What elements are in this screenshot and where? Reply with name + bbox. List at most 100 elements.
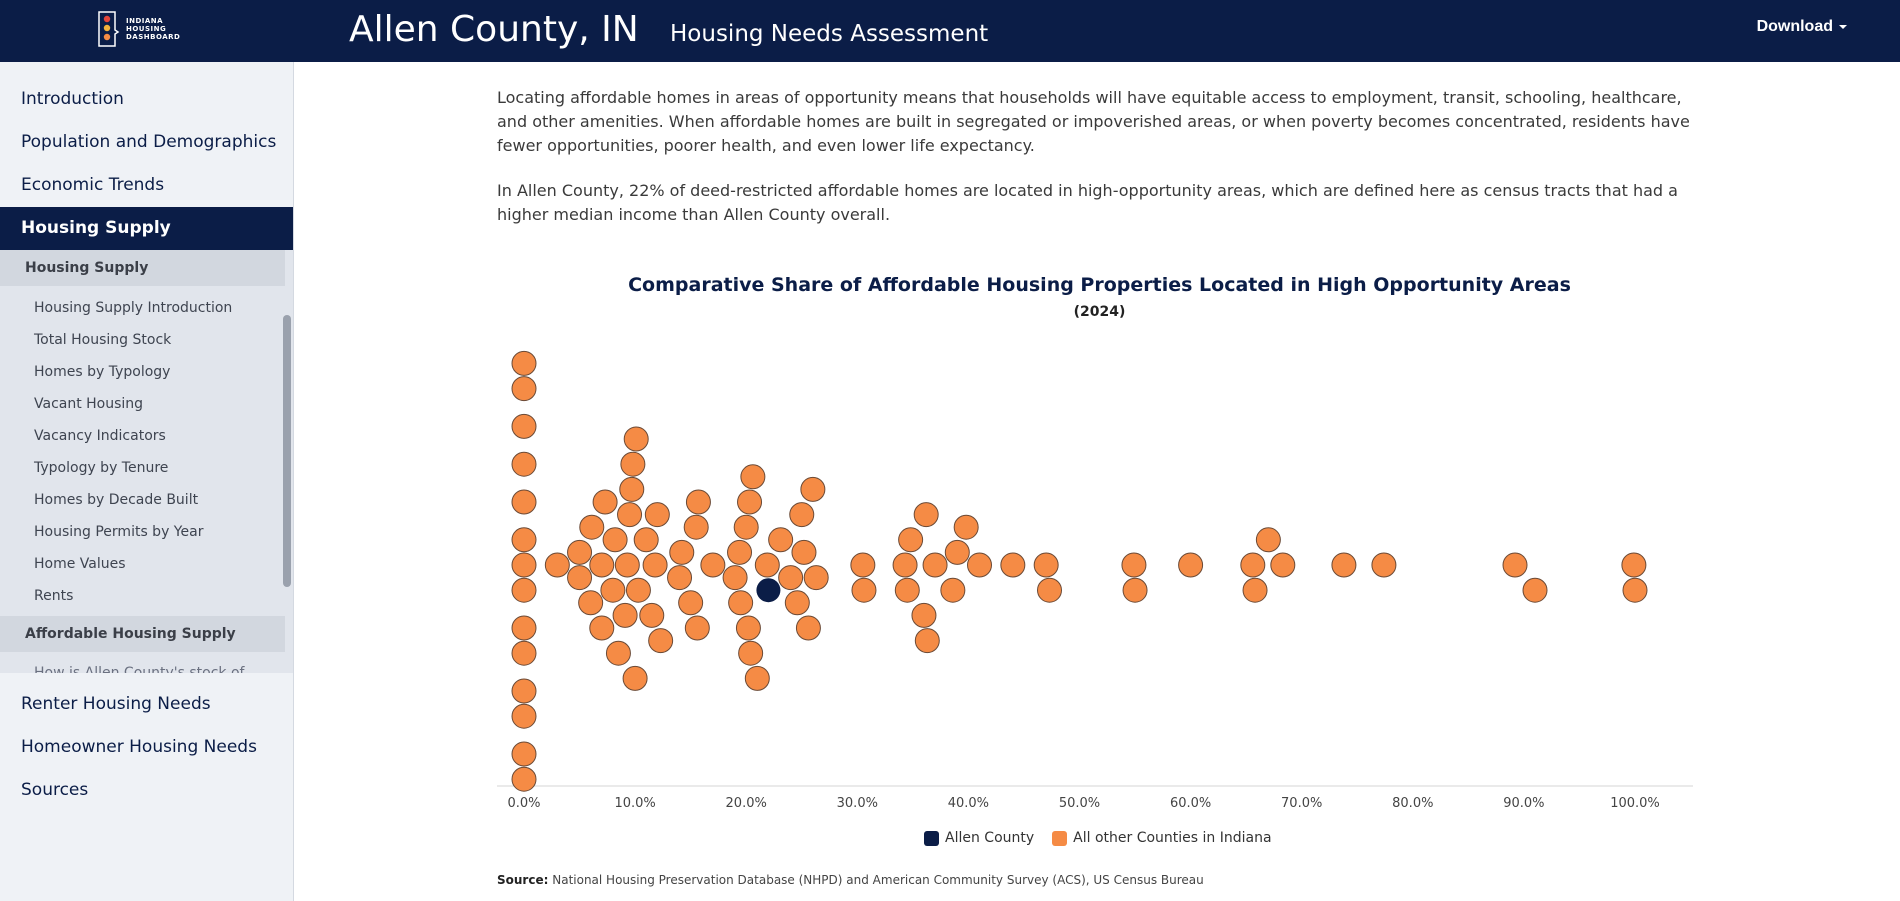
point-other-county[interactable] bbox=[727, 539, 753, 565]
point-other-county[interactable] bbox=[892, 552, 918, 578]
point-allen-county[interactable] bbox=[756, 578, 781, 603]
point-other-county[interactable] bbox=[511, 552, 537, 578]
subnav-item-homes-by-decade-built[interactable]: Homes by Decade Built bbox=[34, 492, 199, 508]
point-other-county[interactable] bbox=[511, 678, 537, 704]
point-other-county[interactable] bbox=[722, 565, 748, 591]
point-other-county[interactable] bbox=[1240, 552, 1266, 578]
point-other-county[interactable] bbox=[605, 640, 631, 666]
point-other-county[interactable] bbox=[544, 552, 570, 578]
point-other-county[interactable] bbox=[914, 628, 940, 654]
point-other-county[interactable] bbox=[619, 476, 645, 502]
point-other-county[interactable] bbox=[617, 502, 643, 528]
point-other-county[interactable] bbox=[1522, 577, 1548, 603]
point-other-county[interactable] bbox=[644, 502, 670, 528]
point-other-county[interactable] bbox=[600, 577, 626, 603]
point-other-county[interactable] bbox=[567, 565, 593, 591]
point-other-county[interactable] bbox=[589, 615, 615, 641]
point-other-county[interactable] bbox=[592, 489, 618, 515]
point-other-county[interactable] bbox=[622, 665, 648, 691]
point-other-county[interactable] bbox=[1622, 577, 1648, 603]
point-other-county[interactable] bbox=[768, 527, 794, 553]
point-other-county[interactable] bbox=[700, 552, 726, 578]
point-other-county[interactable] bbox=[1331, 552, 1357, 578]
point-other-county[interactable] bbox=[685, 489, 711, 515]
subnav-item-housing-supply-introduction[interactable]: Housing Supply Introduction bbox=[34, 300, 233, 316]
point-other-county[interactable] bbox=[684, 615, 710, 641]
point-other-county[interactable] bbox=[1502, 552, 1528, 578]
subnav-item-vacancy-indicators[interactable]: Vacancy Indicators bbox=[34, 428, 166, 444]
point-other-county[interactable] bbox=[940, 577, 966, 603]
point-other-county[interactable] bbox=[1255, 527, 1281, 553]
point-other-county[interactable] bbox=[728, 590, 754, 616]
subnav-item-home-values[interactable]: Home Values bbox=[34, 556, 126, 572]
point-other-county[interactable] bbox=[1270, 552, 1296, 578]
subnav-item-rents[interactable]: Rents bbox=[34, 588, 74, 604]
point-other-county[interactable] bbox=[567, 539, 593, 565]
sidebar-item-population-demographics[interactable]: Population and Demographics bbox=[21, 132, 277, 152]
point-other-county[interactable] bbox=[614, 552, 640, 578]
point-other-county[interactable] bbox=[850, 552, 876, 578]
point-other-county[interactable] bbox=[778, 565, 804, 591]
point-other-county[interactable] bbox=[967, 552, 993, 578]
point-other-county[interactable] bbox=[511, 413, 537, 439]
point-other-county[interactable] bbox=[511, 640, 537, 666]
point-other-county[interactable] bbox=[744, 665, 770, 691]
point-other-county[interactable] bbox=[633, 527, 659, 553]
point-other-county[interactable] bbox=[1033, 552, 1059, 578]
point-other-county[interactable] bbox=[733, 514, 759, 540]
point-other-county[interactable] bbox=[683, 514, 709, 540]
download-menu-button[interactable]: Download bbox=[1757, 18, 1847, 36]
point-other-county[interactable] bbox=[642, 552, 668, 578]
point-other-county[interactable] bbox=[791, 539, 817, 565]
point-other-county[interactable] bbox=[639, 602, 665, 628]
point-other-county[interactable] bbox=[511, 489, 537, 515]
sidebar-item-introduction[interactable]: Introduction bbox=[21, 89, 124, 109]
point-other-county[interactable] bbox=[511, 615, 537, 641]
point-other-county[interactable] bbox=[800, 476, 826, 502]
point-other-county[interactable] bbox=[851, 577, 877, 603]
sidebar-item-homeowner-housing-needs[interactable]: Homeowner Housing Needs bbox=[21, 737, 257, 757]
point-other-county[interactable] bbox=[754, 552, 780, 578]
point-other-county[interactable] bbox=[625, 577, 651, 603]
point-other-county[interactable] bbox=[735, 615, 761, 641]
subnav-scrollbar[interactable] bbox=[283, 315, 291, 587]
subnav-item-vacant-housing[interactable]: Vacant Housing bbox=[34, 396, 144, 412]
subnav-item-total-housing-stock[interactable]: Total Housing Stock bbox=[34, 332, 172, 348]
point-other-county[interactable] bbox=[1621, 552, 1647, 578]
point-other-county[interactable] bbox=[511, 376, 537, 402]
point-other-county[interactable] bbox=[648, 628, 674, 654]
subnav-item-typology-by-tenure[interactable]: Typology by Tenure bbox=[34, 460, 169, 476]
point-other-county[interactable] bbox=[898, 527, 924, 553]
point-other-county[interactable] bbox=[623, 426, 649, 452]
point-other-county[interactable] bbox=[740, 464, 766, 490]
sidebar-item-economic-trends[interactable]: Economic Trends bbox=[21, 175, 165, 195]
dashboard-logo[interactable]: INDIANA HOUSING DASHBOARD bbox=[96, 8, 206, 50]
sidebar-item-renter-housing-needs[interactable]: Renter Housing Needs bbox=[21, 694, 211, 714]
point-other-county[interactable] bbox=[511, 766, 537, 792]
point-other-county[interactable] bbox=[789, 502, 815, 528]
point-other-county[interactable] bbox=[579, 514, 605, 540]
subnav-item-housing-permits-by-year[interactable]: Housing Permits by Year bbox=[34, 524, 204, 540]
point-other-county[interactable] bbox=[511, 703, 537, 729]
point-other-county[interactable] bbox=[784, 590, 810, 616]
sidebar-item-sources[interactable]: Sources bbox=[21, 780, 89, 800]
point-other-county[interactable] bbox=[1121, 552, 1147, 578]
point-other-county[interactable] bbox=[911, 602, 937, 628]
point-other-county[interactable] bbox=[678, 590, 704, 616]
sidebar-item-housing-supply[interactable]: Housing Supply bbox=[0, 207, 293, 250]
subnav-item-affordable-stock[interactable]: How is Allen County's stock of bbox=[34, 665, 245, 673]
point-other-county[interactable] bbox=[1000, 552, 1026, 578]
point-other-county[interactable] bbox=[795, 615, 821, 641]
point-other-county[interactable] bbox=[511, 451, 537, 477]
point-other-county[interactable] bbox=[1242, 577, 1268, 603]
subnav-item-homes-by-typology[interactable]: Homes by Typology bbox=[34, 364, 171, 380]
point-other-county[interactable] bbox=[738, 640, 764, 666]
point-other-county[interactable] bbox=[1178, 552, 1204, 578]
point-other-county[interactable] bbox=[1371, 552, 1397, 578]
legend-entry-allen-county[interactable]: Allen County bbox=[924, 830, 1034, 846]
point-other-county[interactable] bbox=[612, 602, 638, 628]
point-other-county[interactable] bbox=[511, 527, 537, 553]
point-other-county[interactable] bbox=[953, 514, 979, 540]
legend-entry-other-counties[interactable]: All other Counties in Indiana bbox=[1052, 830, 1272, 846]
point-other-county[interactable] bbox=[667, 565, 693, 591]
